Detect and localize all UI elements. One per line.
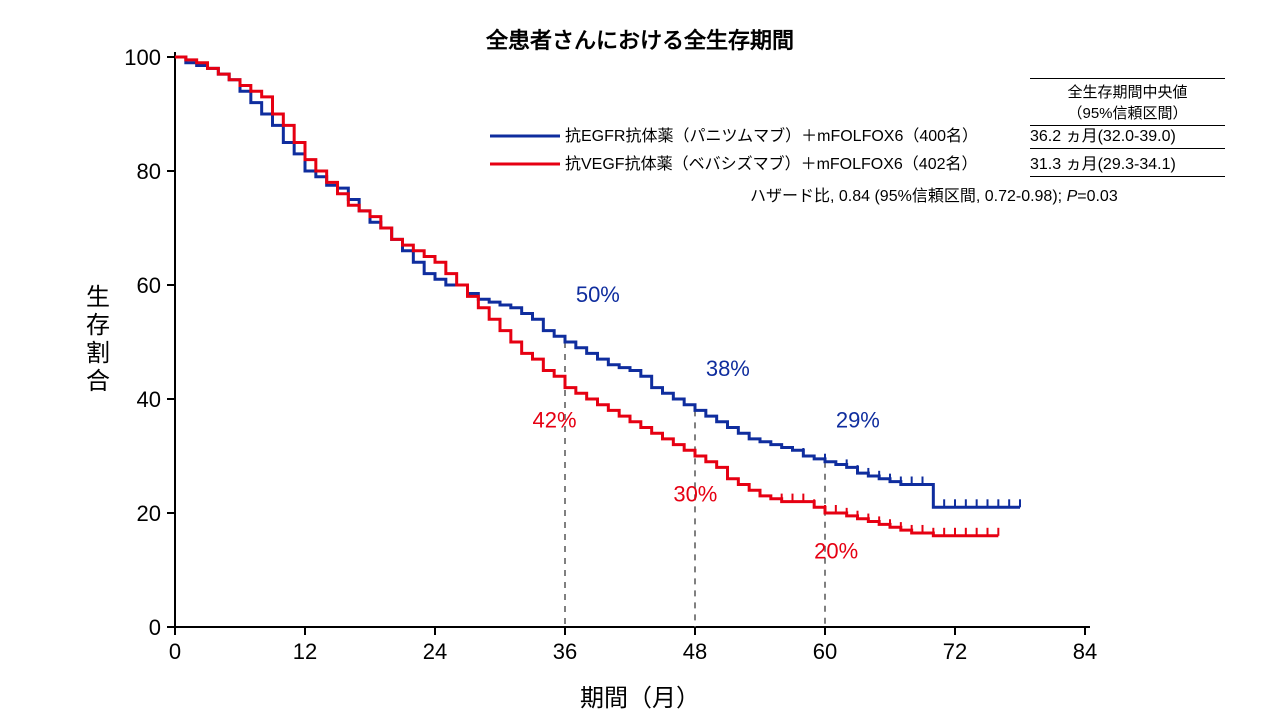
svg-text:72: 72 [943,639,967,664]
y-axis-label: 生存割合 [78,284,113,396]
svg-text:80: 80 [137,159,161,184]
legend-label-egfr: 抗EGFR抗体薬（パニツムマブ）＋mFOLFOX6（400名） [565,122,978,146]
svg-text:40: 40 [137,387,161,412]
svg-text:38%: 38% [706,356,750,381]
legend-median-egfr: 36.2 ヵ月(32.0-39.0) [1030,122,1225,149]
svg-text:20%: 20% [814,539,858,564]
svg-text:0: 0 [169,639,181,664]
svg-text:29%: 29% [836,408,880,433]
legend-swatch-egfr [490,128,560,144]
svg-text:84: 84 [1073,639,1097,664]
hazard-ratio-text: ハザード比, 0.84 (95%信頼区間, 0.72-0.98); P=0.03 [750,182,1118,206]
svg-text:12: 12 [293,639,317,664]
hazard-ratio-value: ハザード比, 0.84 (95%信頼区間, 0.72-0.98); [750,188,1067,205]
svg-text:0: 0 [149,615,161,640]
chart-container: 02040608010001224364860728450%38%29%42%3… [0,0,1280,720]
p-label: P [1067,188,1078,205]
svg-text:50%: 50% [576,282,620,307]
svg-text:24: 24 [423,639,447,664]
legend-label-vegf: 抗VEGF抗体薬（ベバシズマブ）＋mFOLFOX6（402名） [565,150,978,174]
chart-title: 全患者さんにおける全生存期間 [0,23,1280,55]
svg-text:42%: 42% [533,408,577,433]
legend-median-vegf: 31.3 ヵ月(29.3-34.1) [1030,150,1225,177]
p-value: =0.03 [1077,188,1117,205]
legend-swatch-vegf [490,156,560,172]
svg-text:60: 60 [137,273,161,298]
svg-text:36: 36 [553,639,577,664]
svg-text:20: 20 [137,501,161,526]
x-axis-label: 期間（月） [0,678,1280,713]
legend-median-header: 全生存期間中央値 （95%信頼区間） [1030,78,1225,126]
svg-text:30%: 30% [673,482,717,507]
svg-text:48: 48 [683,639,707,664]
svg-text:60: 60 [813,639,837,664]
